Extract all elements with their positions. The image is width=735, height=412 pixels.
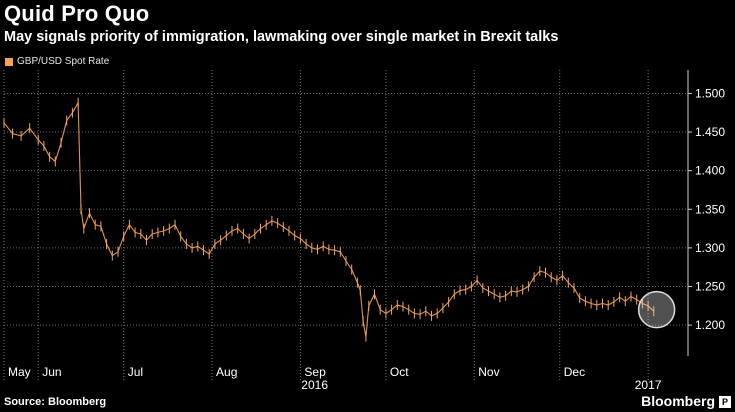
chart-title: Quid Pro Quo bbox=[4, 1, 150, 26]
y-tick-label: 1.500 bbox=[695, 86, 725, 100]
y-tick-label: 1.250 bbox=[695, 280, 725, 294]
y-tick-label: 1.300 bbox=[695, 241, 725, 255]
y-tick-label: 1.400 bbox=[695, 164, 725, 178]
x-tick-label: Jul bbox=[128, 365, 143, 379]
y-tick-label: 1.350 bbox=[695, 202, 725, 216]
brand-logo: Bloomberg bbox=[641, 393, 715, 409]
chart-series bbox=[3, 97, 655, 342]
x-tick-label: Dec bbox=[564, 365, 585, 379]
chart-grid bbox=[3, 70, 688, 382]
source-note: Source: Bloomberg bbox=[4, 396, 107, 408]
chart-annotations bbox=[637, 290, 676, 329]
year-label: 2016 bbox=[301, 378, 328, 392]
x-tick-label: Nov bbox=[478, 365, 499, 379]
x-tick-label: Oct bbox=[390, 365, 409, 379]
x-tick-label: Aug bbox=[216, 365, 237, 379]
series-line bbox=[3, 100, 655, 337]
brand-mark-icon: P bbox=[719, 396, 731, 408]
y-tick-label: 1.200 bbox=[695, 318, 725, 332]
x-tick-label: Jun bbox=[42, 365, 61, 379]
year-label: 2017 bbox=[635, 378, 662, 392]
chart-subtitle: May signals priority of immigration, law… bbox=[4, 29, 559, 45]
y-tick-label: 1.450 bbox=[695, 125, 725, 139]
legend-swatch bbox=[5, 57, 13, 66]
legend-label: GBP/USD Spot Rate bbox=[17, 56, 110, 67]
x-tick-label: May bbox=[8, 365, 31, 379]
x-tick-label: Sep bbox=[304, 365, 326, 379]
highlight-circle bbox=[637, 290, 676, 329]
legend: GBP/USD Spot Rate bbox=[5, 56, 109, 67]
chart-axes: 1.200 1.250 1.300 1.350 1.400 1.450 1.500 May Ju… bbox=[8, 70, 725, 392]
